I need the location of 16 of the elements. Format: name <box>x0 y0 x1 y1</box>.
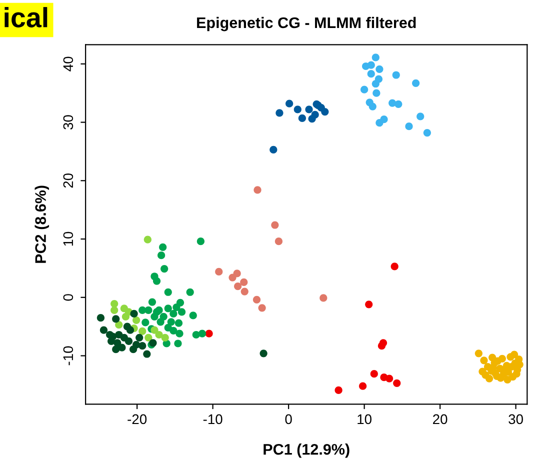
text: ical <box>4 7 48 28</box>
y-tick-label: 20 <box>63 173 74 188</box>
x-tick-label: -20 <box>128 414 147 424</box>
x-tick-label: -10 <box>203 414 222 424</box>
y-tick-label: -10 <box>63 346 74 366</box>
y-tick-label: 10 <box>63 232 74 246</box>
y-axis-title: PC2 (8.6%) <box>34 186 49 263</box>
x-tick-label: 0 <box>285 414 292 424</box>
x-axis-title: PC1 (12.9%) <box>264 444 350 458</box>
chart-title: Epigenetic CG - MLMM filtered <box>197 16 416 32</box>
y-tick-label: 0 <box>63 294 74 301</box>
x-tick-label: 20 <box>433 414 448 424</box>
y-tick-label: 40 <box>63 56 74 72</box>
x-tick-label: 10 <box>358 414 372 424</box>
x-tick-label: 30 <box>508 414 523 424</box>
y-tick-label: 30 <box>63 115 74 130</box>
